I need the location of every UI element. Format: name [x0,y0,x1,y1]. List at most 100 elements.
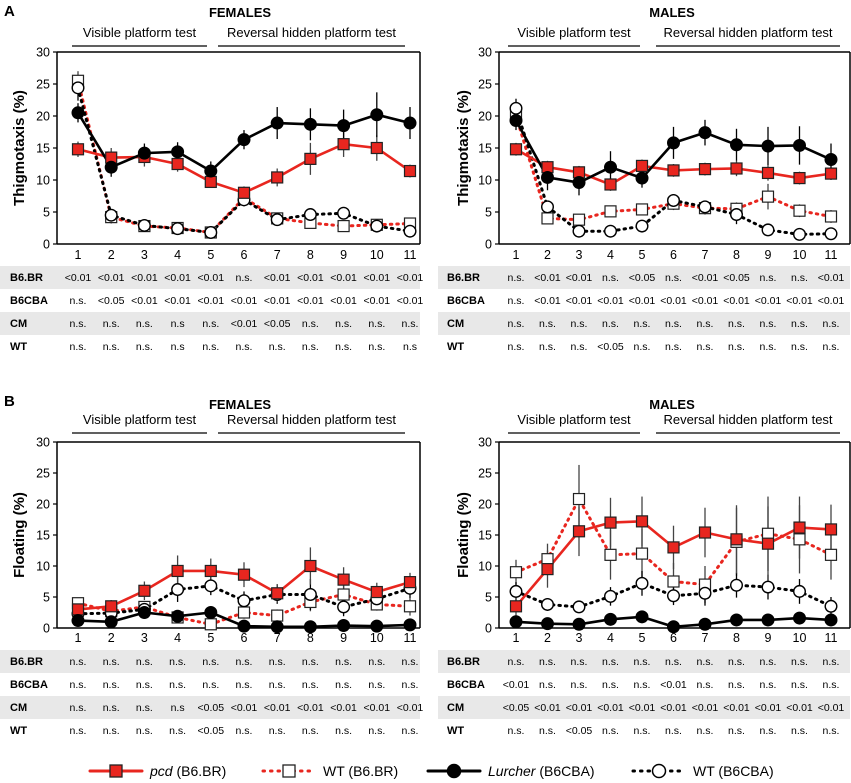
data-point [635,547,649,560]
legend-marker [282,764,296,778]
legend-suffix: (B6.BR) [173,763,227,779]
x-tick-label: 2 [544,631,551,645]
x-tick-label: 7 [274,631,281,645]
data-point [204,225,218,239]
x-tick-label: 1 [75,248,82,262]
stats-cell: n.s. [760,725,777,737]
stats-cell: n.s. [571,679,588,691]
y-tick-label: 15 [478,142,492,156]
stats-cell: n.s. [760,318,777,330]
stats-cell: n.s. [602,725,619,737]
stats-cell: <0.01 [597,702,624,714]
data-point [635,576,649,590]
stats-cell: <0.01 [566,702,593,714]
stats-cell: <0.05 [629,272,656,284]
stats-cell: n.s. [760,656,777,668]
stats-cell: n.s. [70,318,87,330]
stats-row-band [0,312,420,335]
stats-cell: n.s [171,341,185,353]
x-tick-label: 2 [108,248,115,262]
y-tick-label: 15 [478,529,492,543]
y-tick-label: 5 [43,591,50,605]
data-point [698,617,712,631]
x-tick-label: 1 [75,631,82,645]
x-tick-label: 2 [544,248,551,262]
phase-label-visible: Visible platform test [517,25,631,40]
data-point [137,146,151,160]
legend-label: Lurcher (B6CBA) [488,763,595,779]
data-point [761,613,775,627]
phase-label-visible: Visible platform test [517,412,631,427]
x-tick-label: 7 [274,248,281,262]
data-point [104,160,118,174]
stats-row-label: B6CBA [447,679,485,691]
data-point [337,600,351,614]
stats-cell: n.s. [169,656,186,668]
x-tick-label: 3 [576,248,583,262]
stats-row-label: WT [447,341,464,353]
stats-cell: n.s. [70,656,87,668]
data-point [635,515,649,528]
stats-cell: n.s. [728,679,745,691]
stats-cell: n.s. [202,318,219,330]
stats-cell: n.s. [70,725,87,737]
stats-row-label: B6CBA [447,295,485,307]
data-point [509,584,523,598]
stats-cell: n.s. [823,679,840,691]
data-point [793,227,807,241]
data-point [793,584,807,598]
data-point [270,213,284,227]
stats-cell: n.s. [634,679,651,691]
y-tick-label: 30 [36,46,50,60]
x-tick-label: 5 [639,631,646,645]
y-tick-label: 15 [36,529,50,543]
data-point [604,548,617,561]
x-tick-label: 6 [670,248,677,262]
stats-row-label: B6.BR [447,272,480,284]
x-tick-label: 1 [513,248,520,262]
data-point [171,609,185,623]
data-point [509,600,523,613]
subplot-A-males: MALES Visible platform test Reversal hidde… [438,5,851,353]
y-tick-label: 30 [36,436,50,450]
y-axis-label: Floating (%) [455,492,472,578]
data-point [237,568,251,581]
stats-row-label: B6.BR [10,272,43,284]
stats-cell: n.s. [791,341,808,353]
data-point [824,167,838,180]
y-tick-label: 30 [478,46,492,60]
data-point [370,585,383,599]
stats-cell: n.s. [791,725,808,737]
stats-cell: <0.01 [818,295,845,307]
x-tick-label: 8 [733,631,740,645]
stats-cell: n.s [171,702,185,714]
stats-cell: <0.05 [198,725,225,737]
y-tick-label: 25 [478,78,492,92]
data-point [604,160,618,174]
stats-cell: <0.01 [231,295,258,307]
stats-row-label: CM [447,318,464,330]
stats-cell: n.s. [402,725,419,737]
data-point [667,620,681,634]
data-point [370,619,384,633]
stats-cell: n.s [171,318,185,330]
stats-row-band [0,266,420,289]
stats-cell: <0.01 [692,702,719,714]
x-tick-label: 8 [307,631,314,645]
stats-cell: <0.01 [692,295,719,307]
data-point [337,119,351,133]
stats-cell: <0.01 [264,272,291,284]
data-point [698,126,712,140]
data-point [204,175,217,189]
stats-cell: n.s. [602,656,619,668]
data-point [730,613,744,627]
stats-cell: n.s. [368,341,385,353]
data-point [698,586,712,600]
subplot-title: MALES [649,5,695,20]
data-point [604,516,617,529]
stats-cell: n.s. [236,272,253,284]
x-tick-label: 3 [576,631,583,645]
y-tick-label: 10 [36,174,50,188]
stats-cell: n.s. [169,679,186,691]
y-tick-label: 10 [478,174,492,188]
